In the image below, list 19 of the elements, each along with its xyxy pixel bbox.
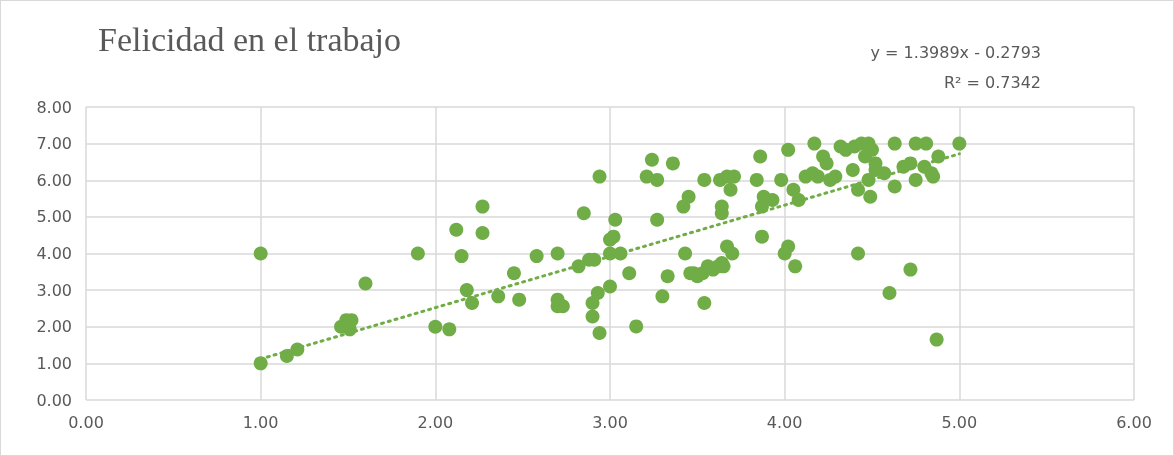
text: R² = 0.7342 — [943, 72, 1041, 92]
y-tick-label: 4.00 — [36, 244, 72, 263]
y-tick-label: 3.00 — [36, 280, 72, 300]
text: y = 1.3989x - 0.2793 — [870, 42, 1041, 62]
x-tick-label: 4.00 — [766, 412, 803, 432]
x-tick-label: 6.00 — [1116, 412, 1152, 432]
x-tick-label: 3.00 — [592, 412, 628, 432]
y-tick-label: 8.00 — [36, 97, 72, 117]
x-tick-label: 1.00 — [242, 412, 279, 432]
x-tick-label: 5.00 — [941, 412, 978, 432]
x-tick-label: 2.00 — [417, 412, 454, 432]
y-tick-label: 5.00 — [36, 207, 72, 227]
x-tick-label: 0.00 — [68, 412, 104, 432]
chart-title: Felicidad en el trabajo — [98, 20, 402, 58]
y-tick-label: 2.00 — [36, 317, 72, 337]
y-tick-label: 7.00 — [36, 134, 72, 154]
y-tick-label: 0.00 — [36, 390, 72, 410]
y-tick-label: 1.00 — [36, 353, 72, 373]
y-tick-label: 6.00 — [36, 170, 72, 190]
